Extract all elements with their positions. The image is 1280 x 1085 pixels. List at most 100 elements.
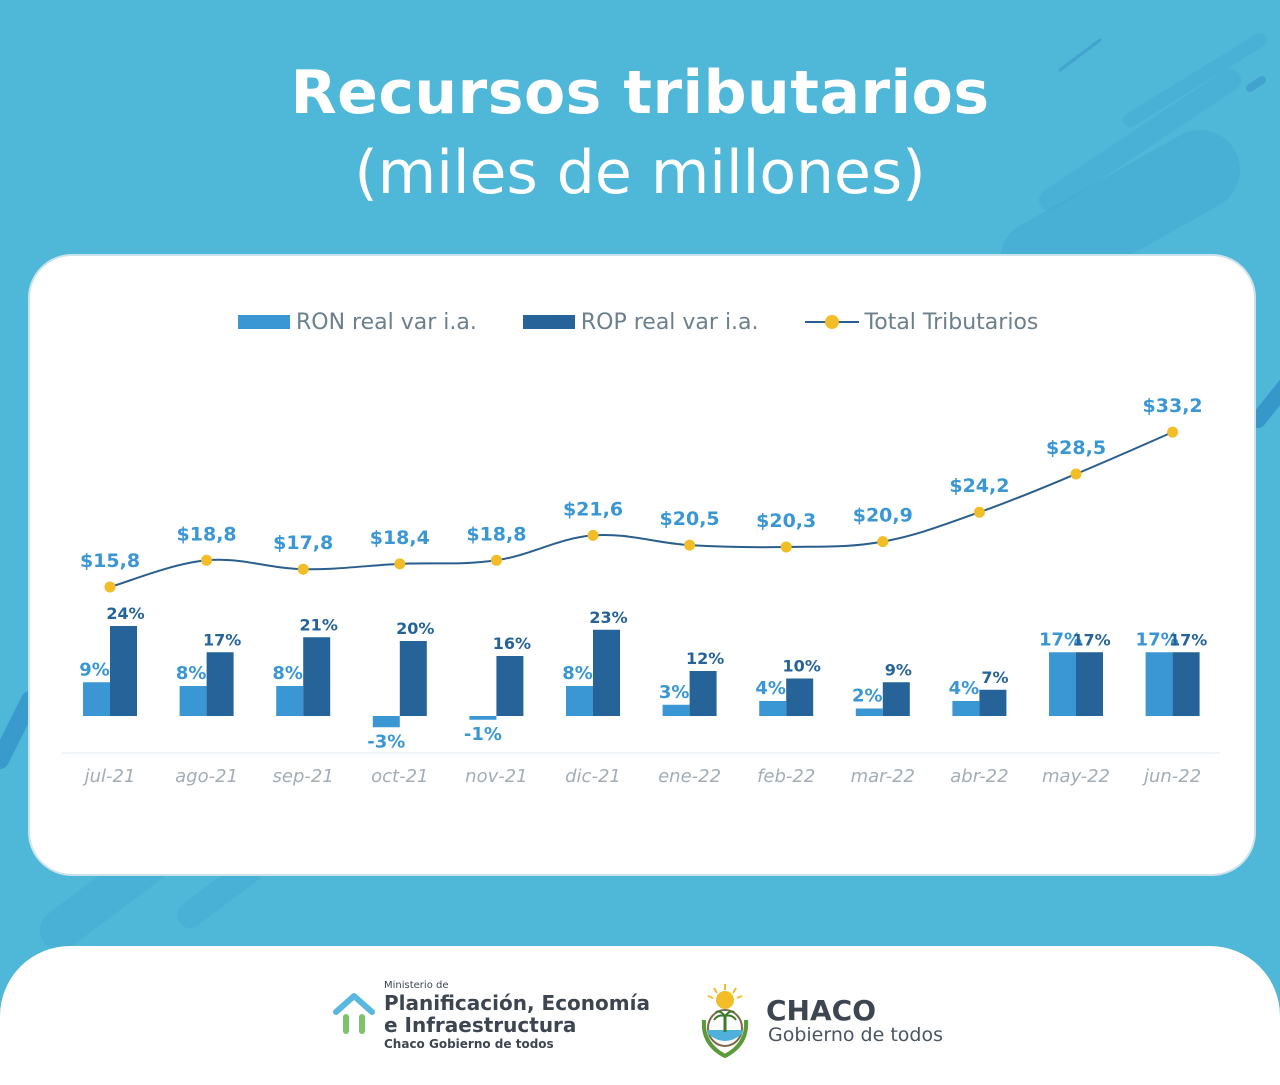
legend-label-rop: ROP real var i.a.	[580, 309, 759, 335]
provincial-shield-icon	[701, 984, 749, 1059]
bar-rop	[689, 671, 717, 716]
bar-label-ron: 8%	[272, 663, 303, 684]
x-tick-label: abr-22	[950, 766, 1008, 787]
point-total	[490, 554, 502, 566]
bar-label-rop: 9%	[885, 660, 912, 679]
x-tick-label: may-22	[1042, 766, 1110, 787]
point-label-total: $28,5	[1046, 437, 1106, 459]
bar-rop	[979, 689, 1007, 716]
bar-label-rop: 17%	[1072, 630, 1110, 649]
bar-ron	[179, 686, 207, 716]
bar-label-rop: 12%	[686, 649, 724, 668]
bar-label-rop: 7%	[981, 668, 1008, 687]
point-label-total: $17,8	[273, 532, 333, 554]
legend-item-total: Total Tributarios	[804, 309, 1039, 335]
bar-ron	[759, 701, 787, 716]
bar-label-rop: 10%	[783, 657, 821, 676]
bar-label-ron: 3%	[659, 682, 690, 703]
bar-rop	[786, 678, 814, 716]
point-total	[201, 554, 213, 566]
bar-rop	[303, 637, 331, 716]
bar-label-rop: 17%	[1169, 630, 1207, 649]
ministry-name-line1: Planificación, Economía	[384, 991, 650, 1015]
point-label-total: $18,4	[370, 527, 430, 549]
point-total	[1070, 468, 1082, 480]
bar-rop	[110, 626, 137, 716]
bar-ron	[372, 716, 400, 728]
ministry-logo-text: Ministerio de Planificación, Economía e …	[384, 980, 650, 1052]
point-label-total: $15,8	[80, 550, 140, 572]
footer	[0, 946, 1280, 1085]
point-label-total: $21,6	[563, 498, 623, 520]
point-label-total: $20,5	[660, 508, 720, 530]
legend-label-ron: RON real var i.a.	[296, 309, 477, 335]
bar-ron	[1145, 652, 1173, 716]
x-tick-label: oct-21	[371, 766, 428, 787]
chart-card	[28, 254, 1256, 876]
ministry-small-label: Ministerio de	[384, 980, 449, 991]
bar-ron	[662, 704, 690, 716]
point-label-total: $18,8	[177, 523, 237, 545]
bar-label-ron: 8%	[176, 663, 207, 684]
legend-swatch-rop	[522, 315, 575, 329]
x-tick-label: nov-21	[465, 766, 527, 787]
ministry-tagline: Chaco Gobierno de todos	[384, 1037, 554, 1051]
point-total	[394, 558, 406, 570]
ministry-name-line2: e Infraestructura	[384, 1013, 577, 1037]
bar-label-rop: 23%	[589, 608, 627, 627]
bar-ron	[276, 686, 304, 716]
bar-label-rop: 24%	[106, 604, 144, 623]
bar-rop	[593, 629, 620, 716]
bar-label-ron: 17%	[1136, 629, 1179, 650]
x-tick-label: sep-21	[273, 766, 334, 787]
bar-ron	[566, 686, 593, 716]
x-tick-label: jul-21	[82, 766, 136, 787]
series-line-total	[109, 431, 1173, 588]
legend-item-rop: ROP real var i.a.	[522, 309, 759, 335]
point-label-total: $20,9	[853, 505, 913, 527]
x-tick-label: dic-21	[565, 766, 621, 787]
point-label-total: $24,2	[949, 475, 1009, 497]
point-total	[1167, 426, 1179, 438]
bar-ron	[1049, 652, 1076, 716]
point-label-total: $18,8	[466, 523, 526, 545]
point-total	[877, 536, 889, 548]
bar-rop	[1172, 652, 1200, 716]
bar-ron	[855, 708, 883, 716]
chart-subtitle: (miles de millones)	[354, 138, 926, 208]
bar-label-rop: 17%	[203, 630, 241, 649]
chaco-name: CHACO	[766, 994, 877, 1027]
point-total	[973, 506, 985, 518]
bar-label-ron: 9%	[79, 659, 110, 680]
point-total	[587, 529, 599, 541]
bar-rop	[882, 682, 910, 716]
chart-legend: RON real var i.a. ROP real var i.a. Tota…	[238, 306, 1038, 338]
bar-rop	[399, 641, 427, 716]
x-tick-label: jun-22	[1141, 766, 1201, 787]
bar-label-ron: -1%	[464, 724, 502, 745]
chart-title: Recursos tributarios	[290, 58, 990, 128]
legend-swatch-ron	[238, 315, 290, 329]
x-tick-label: feb-22	[757, 766, 815, 787]
bar-ron	[83, 682, 110, 716]
x-tick-label: ago-21	[175, 766, 238, 787]
bar-label-ron: 17%	[1039, 629, 1082, 650]
point-label-total: $33,2	[1143, 395, 1203, 417]
house-icon	[333, 993, 375, 1034]
bar-label-ron: 4%	[755, 678, 786, 699]
point-total	[684, 539, 696, 551]
bar-label-rop: 20%	[396, 619, 434, 638]
bar-label-rop: 16%	[493, 634, 531, 653]
chaco-slogan: Gobierno de todos	[768, 1024, 944, 1046]
bar-rop	[1076, 652, 1103, 716]
legend-swatch-total	[804, 315, 859, 329]
x-tick-label: ene-22	[658, 766, 721, 787]
bar-ron	[952, 701, 980, 716]
legend-item-ron: RON real var i.a.	[238, 310, 477, 335]
bar-label-ron: -3%	[367, 731, 405, 752]
bar-label-rop: 21%	[300, 615, 338, 634]
bar-label-ron: 4%	[949, 678, 980, 699]
bar-label-ron: 8%	[562, 663, 593, 684]
legend-label-total: Total Tributarios	[864, 309, 1039, 335]
bar-rop	[496, 656, 524, 716]
